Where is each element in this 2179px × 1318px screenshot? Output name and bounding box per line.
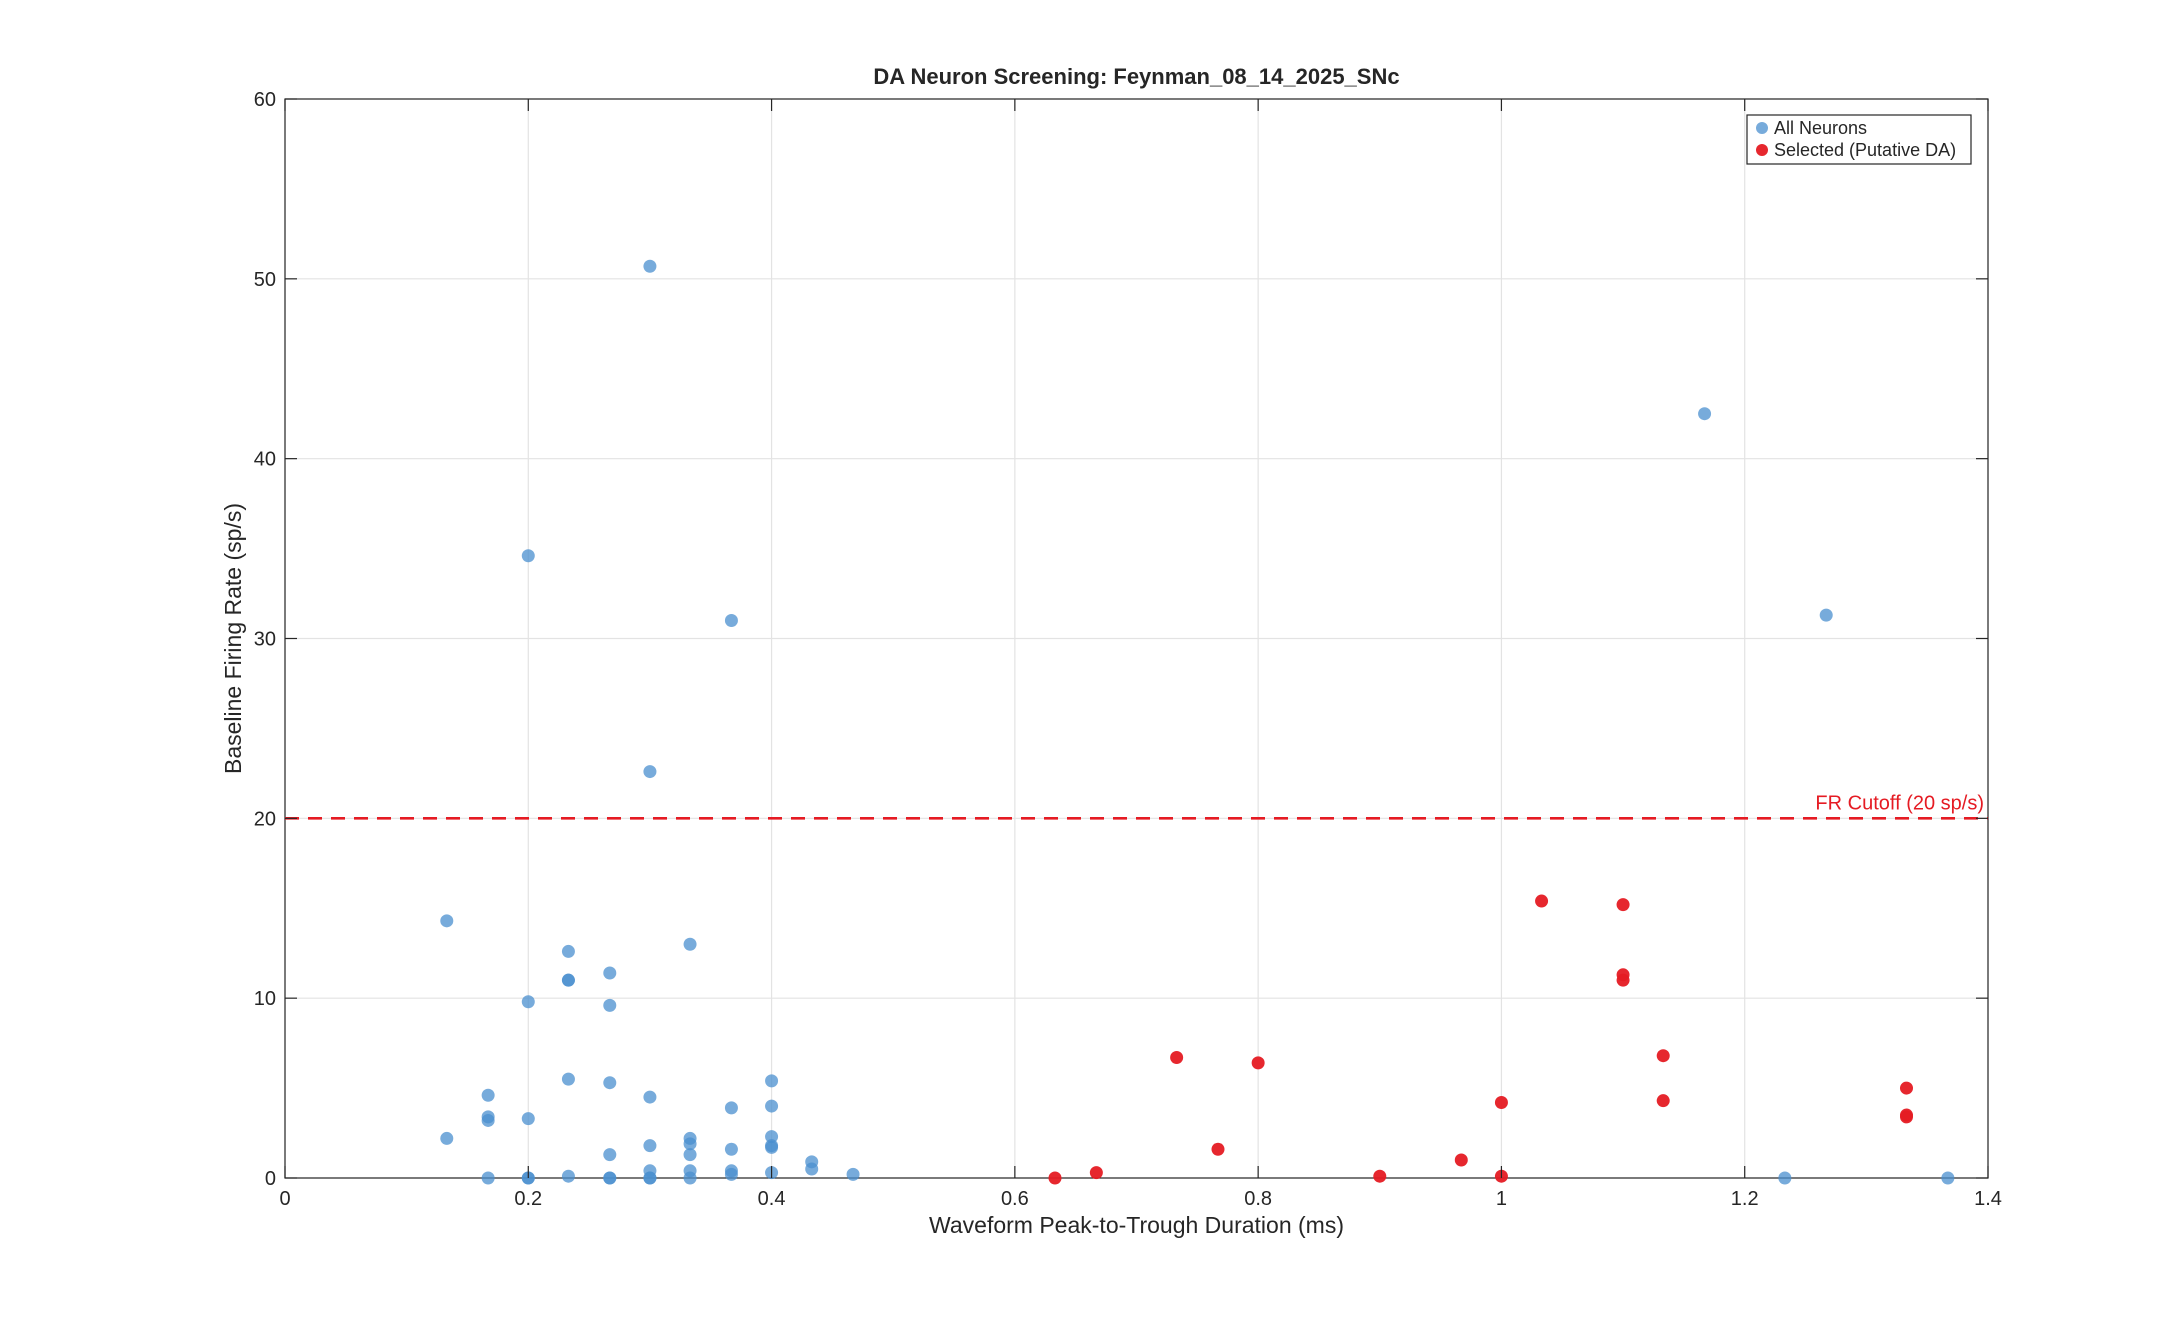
selected-neuron-point — [1373, 1169, 1387, 1183]
all-neuron-point — [603, 998, 617, 1012]
all-neuron-point — [440, 914, 454, 928]
x-tick-label: 1.2 — [1731, 1188, 1759, 1210]
all-neuron-point — [643, 259, 657, 273]
selected-neuron-point — [1089, 1166, 1103, 1180]
selected-neuron-point — [1616, 973, 1630, 987]
legend-box — [1746, 114, 1972, 165]
all-neuron-point — [1698, 407, 1712, 421]
all-neuron-point — [1778, 1171, 1792, 1185]
all-neuron-point — [683, 1171, 697, 1185]
all-neuron-point — [603, 1148, 617, 1162]
all-neuron-point — [683, 1148, 697, 1162]
selected-neuron-point — [1048, 1171, 1062, 1185]
y-axis-label: Baseline Firing Rate (sp/s) — [220, 503, 246, 774]
all-neuron-point — [440, 1131, 454, 1145]
selected-neuron-point — [1656, 1049, 1670, 1063]
all-neuron-point — [724, 1167, 738, 1181]
selected-neuron-point — [1251, 1056, 1265, 1070]
selected-neuron-point — [1211, 1142, 1225, 1156]
all-neuron-point — [561, 1072, 575, 1086]
data-points — [440, 259, 1955, 1185]
all-neuron-point — [765, 1099, 779, 1113]
all-neuron-point — [765, 1074, 779, 1088]
selected-neuron-point — [1899, 1110, 1913, 1124]
selected-neuron-point — [1494, 1095, 1508, 1109]
all-neuron-point — [765, 1130, 779, 1144]
selected-neuron-point — [1899, 1081, 1913, 1095]
selected-neuron-point — [1170, 1051, 1184, 1065]
y-tick-label: 60 — [254, 89, 276, 111]
y-tick-label: 20 — [254, 808, 276, 830]
y-tick-label: 30 — [254, 629, 276, 651]
selected-neuron-point — [1656, 1094, 1670, 1108]
legend-marker — [1756, 144, 1768, 156]
x-tick-label: 0.8 — [1244, 1188, 1272, 1210]
all-neuron-point — [643, 1171, 657, 1185]
legend-label: Selected (Putative DA) — [1774, 140, 1956, 160]
all-neuron-point — [603, 966, 617, 980]
y-tick-label: 50 — [254, 269, 276, 291]
all-neuron-point — [603, 1076, 617, 1090]
selected-neuron-point — [1535, 894, 1549, 908]
all-neuron-point — [724, 1142, 738, 1156]
all-neuron-point — [521, 995, 535, 1009]
all-neuron-point — [521, 1112, 535, 1126]
x-tick-label: 0.4 — [758, 1188, 786, 1210]
y-tick-label: 40 — [254, 449, 276, 471]
all-neuron-point — [724, 1101, 738, 1115]
selected-neuron-point — [1454, 1153, 1468, 1167]
all-neuron-point — [643, 765, 657, 779]
axis-ticks: 0 0.2 0.4 0.6 0.8 1 1.2 1.4 0 10 20 30 40 50 60 — [254, 89, 2002, 1210]
y-tick-label: 0 — [265, 1168, 276, 1190]
all-neuron-point — [481, 1171, 495, 1185]
all-neuron-point — [683, 1137, 697, 1151]
all-neuron-point — [805, 1162, 819, 1176]
all-neuron-point — [521, 549, 535, 563]
all-neuron-point — [643, 1139, 657, 1153]
fr-cutoff-label: FR Cutoff (20 sp/s) — [1815, 792, 1984, 814]
all-neuron-point — [481, 1113, 495, 1127]
x-tick-label: 0.6 — [1001, 1188, 1029, 1210]
all-neuron-point — [724, 614, 738, 628]
cutoff-group: FR Cutoff (20 sp/s) — [285, 792, 1988, 820]
y-tick-label: 10 — [254, 988, 276, 1010]
all-neuron-point — [765, 1140, 779, 1154]
all-neuron-point — [561, 973, 575, 987]
all-neuron-point — [561, 944, 575, 958]
x-tick-label: 1.4 — [1974, 1188, 2002, 1210]
selected-neuron-point — [1616, 898, 1630, 912]
all-neuron-point — [1941, 1171, 1955, 1185]
all-neuron-point — [683, 937, 697, 951]
all-neuron-point — [643, 1090, 657, 1104]
all-neuron-point — [561, 1169, 575, 1183]
x-axis-label: Waveform Peak-to-Trough Duration (ms) — [929, 1212, 1344, 1238]
all-neuron-point — [1819, 608, 1833, 622]
legend-marker — [1756, 122, 1768, 134]
x-tick-label: 0.2 — [514, 1188, 542, 1210]
x-tick-label: 0 — [279, 1188, 290, 1210]
chart-title: DA Neuron Screening: Feynman_08_14_2025_… — [873, 64, 1399, 89]
x-tick-label: 1 — [1496, 1188, 1507, 1210]
all-neuron-point — [481, 1088, 495, 1102]
legend-label: All Neurons — [1774, 118, 1867, 138]
all-neuron-point — [603, 1171, 617, 1185]
all-neuron-point — [846, 1167, 860, 1181]
